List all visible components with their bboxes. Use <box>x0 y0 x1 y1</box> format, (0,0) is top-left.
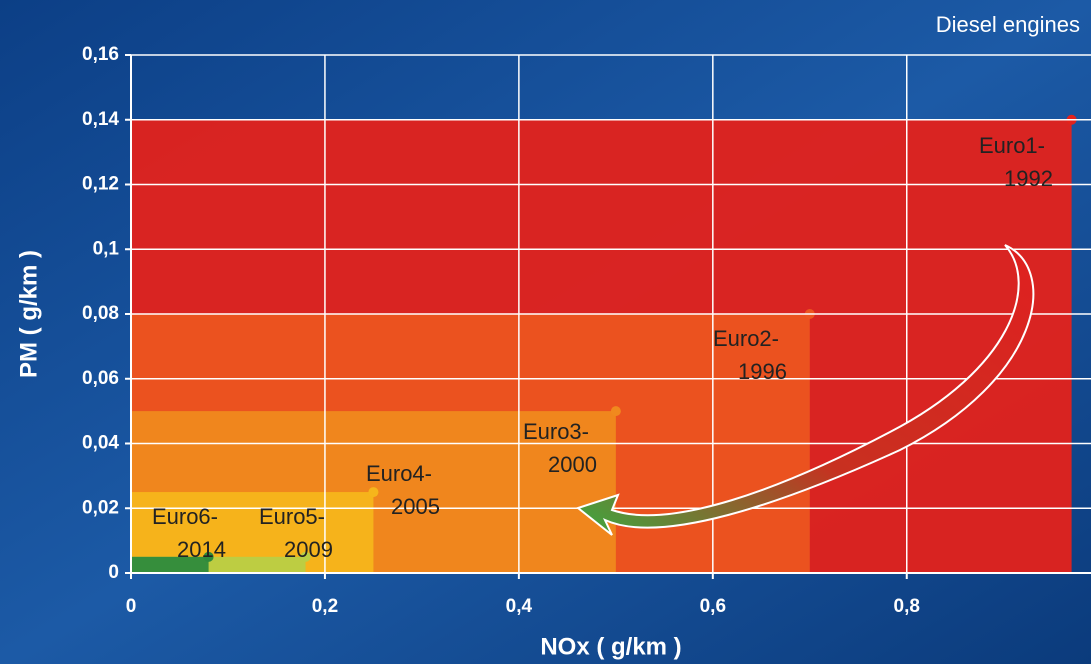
y-tick-label: 0,14 <box>82 109 119 130</box>
series-label: 2005 <box>391 494 440 519</box>
series-label: Euro5- <box>259 504 325 529</box>
series-label: 2009 <box>284 537 333 562</box>
series-label: Euro3- <box>523 419 589 444</box>
series-label: Euro6- <box>152 504 218 529</box>
y-tick-label: 0,06 <box>82 368 119 389</box>
limit-point <box>368 487 378 497</box>
x-tick-label: 0 <box>126 596 137 617</box>
y-tick-label: 0,04 <box>82 433 119 454</box>
chart-title: Diesel engines <box>936 12 1080 37</box>
y-tick-label: 0,08 <box>82 303 119 324</box>
series-label: 1992 <box>1004 166 1053 191</box>
series-label: 2014 <box>177 537 226 562</box>
y-tick-label: 0,1 <box>93 238 120 259</box>
y-tick-label: 0,16 <box>82 44 119 65</box>
y-axis-label: PM ( g/km ) <box>15 250 42 378</box>
y-tick-label: 0,12 <box>82 174 119 195</box>
series-label: 1996 <box>738 359 787 384</box>
series-label: Euro2- <box>713 326 779 351</box>
series-label: 2000 <box>548 452 597 477</box>
x-tick-label: 0,2 <box>312 596 338 617</box>
x-tick-label: 0,4 <box>506 596 533 617</box>
x-tick-label: 0,6 <box>700 596 726 617</box>
series-label: Euro1- <box>979 133 1045 158</box>
y-tick-label: 0,02 <box>82 497 119 518</box>
chart: 0 0,02 0,04 0,06 0,08 0,1 0,12 0,14 0,16 0 0,2 0,4 0… <box>0 0 1091 664</box>
limit-point <box>611 406 621 416</box>
x-tick-label: 0,8 <box>894 596 920 617</box>
series-label: Euro4- <box>366 461 432 486</box>
y-tick-label: 0 <box>108 562 119 583</box>
x-axis-label: NOx ( g/km ) <box>540 633 681 660</box>
